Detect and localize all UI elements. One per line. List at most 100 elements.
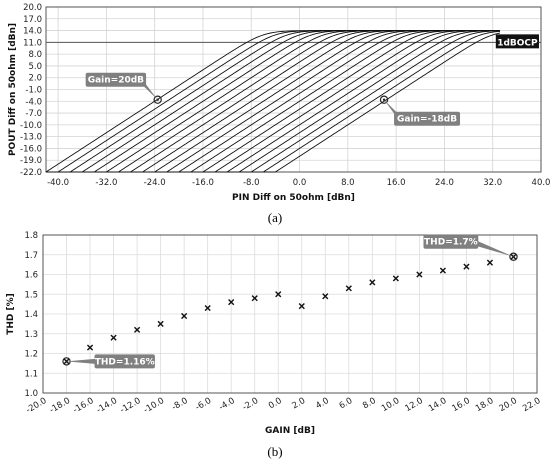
y-tick-label: 1.3 [24,330,38,340]
annotation-gain-max-pointer [140,76,158,100]
y-tick-label: 1.4 [24,310,38,320]
annotation-thd-min-box [94,354,155,369]
x-tick-label: -12.0 [119,396,143,416]
data-point [204,304,211,312]
data-point [322,293,329,300]
annotation-gain-min-box [394,111,461,126]
reference-line-label: 1dBOCP [497,38,538,48]
x-tick-label: 6.0 [338,396,355,411]
y-axis-title: POUT Diff on 50ohm [dBn] [8,23,18,156]
x-tick-label: 16.0 [451,396,472,414]
annotation-gain-min-label: Gain=-18dB [397,115,457,125]
data-point [110,334,117,341]
data-point [416,271,423,278]
plot-frame [45,6,542,173]
y-tick-label: -7.0 [25,109,42,119]
y-tick-label: 14.0 [23,27,42,37]
x-tick-label: 0.0 [293,178,307,188]
x-tick-label: 24.0 [435,178,454,188]
y-tick-label: 2.0 [28,74,42,84]
x-tick-label: 12.0 [403,396,424,414]
y-tick-label: 1.7 [24,251,38,261]
data-point [275,291,282,298]
y-tick-label: 1.5 [24,290,38,300]
caption-a: (a) [268,210,282,225]
y-tick-label: -13.0 [20,133,42,143]
x-tick-label: 2.0 [291,396,308,411]
x-tick-label: -8.0 [243,178,260,188]
x-tick-label: 16.0 [387,178,406,188]
data-point [345,285,352,292]
y-axis-title: THD [%] [6,293,16,335]
reference-line-tag [495,34,539,49]
x-tick-label: -4.0 [217,396,236,413]
data-point [298,303,305,310]
x-tick-label: 20.0 [498,396,519,414]
plot-frame [42,234,538,394]
y-tick-label: -10.0 [20,121,42,131]
gain-curve [46,32,501,173]
annotation-gain-min-marker [379,95,389,104]
data-point [439,267,446,274]
x-tick-label: -16.0 [192,178,214,188]
x-axis-title: GAIN [dB] [265,426,315,436]
x-axis-title: PIN Diff on 50ohm [dBn] [232,193,355,203]
x-tick-label: 18.0 [474,396,495,414]
annotation-thd-max-box [423,234,479,249]
data-point [369,279,376,286]
y-tick-label: -4.0 [25,97,42,107]
annotation-thd-min-label: THD=1.16% [95,357,155,367]
x-tick-label: 0.0 [267,396,284,411]
annotation-thd-max-marker [509,252,518,261]
x-tick-label: 40.0 [532,178,550,188]
caption-b: (b) [267,444,282,459]
x-tick-label: -16.0 [71,396,95,416]
y-tick-label: -16.0 [20,144,42,154]
annotation-thd-max-pointer [472,238,514,257]
x-tick-label: 8.0 [341,178,355,188]
y-tick-label: -1.0 [25,86,42,96]
y-tick-label: 1.6 [24,271,38,281]
data-point [228,299,235,306]
chart-b: 1.81.71.61.51.41.31.21.11.0-20.0 -18.0 -16… [6,231,543,459]
y-tick-label: 17.0 [23,15,42,25]
x-tick-label: 14.0 [427,396,448,414]
y-tick-label: 8.0 [28,50,42,60]
x-tick-label: -14.0 [95,396,119,416]
y-tick-label: 1.2 [24,350,38,360]
x-tick-label: 32.0 [483,178,502,188]
y-tick-label: -22.0 [20,168,42,178]
annotation-gain-max-label: Gain=20dB [88,76,144,86]
y-tick-label: 20.0 [23,3,42,13]
annotation-gain-max-marker [153,95,162,104]
data-point [134,326,141,333]
x-tick-label: -10.0 [142,396,166,416]
data-point [486,259,494,266]
data-point [181,312,188,320]
data-point [157,320,164,327]
x-tick-label: 8.0 [361,396,378,411]
x-tick-label: -32.0 [95,178,117,188]
y-tick-label: 1.1 [24,369,38,379]
annotation-thd-min-marker-dot [65,360,68,363]
x-tick-label: 4.0 [314,396,331,411]
y-tick-label: -19.0 [20,156,42,166]
y-tick-label: 11.0 [23,38,42,48]
x-tick-label: 22.0 [521,396,542,414]
x-tick-label: -2.0 [241,396,260,413]
y-tick-label: 5.0 [28,62,42,72]
annotation-gain-max-box [85,72,147,87]
data-point [392,275,399,282]
data-point [251,295,258,302]
x-tick-label: -8.0 [170,396,189,413]
data-point [86,344,94,351]
y-tick-label: 1.8 [24,231,38,241]
data-point [463,263,470,270]
annotation-thd-max-label: THD=1.7% [424,238,478,248]
y-tick-label: 1.0 [24,389,38,399]
chart-a: 20.0 17.0 14.011.0 8.0 5.0 2.0 -1.0-4.0 -7.0 -10… [8,3,550,225]
x-tick-label: -18.0 [48,396,72,416]
x-tick-label: -40.0 [47,178,69,188]
x-tick-label: -6.0 [194,396,213,413]
